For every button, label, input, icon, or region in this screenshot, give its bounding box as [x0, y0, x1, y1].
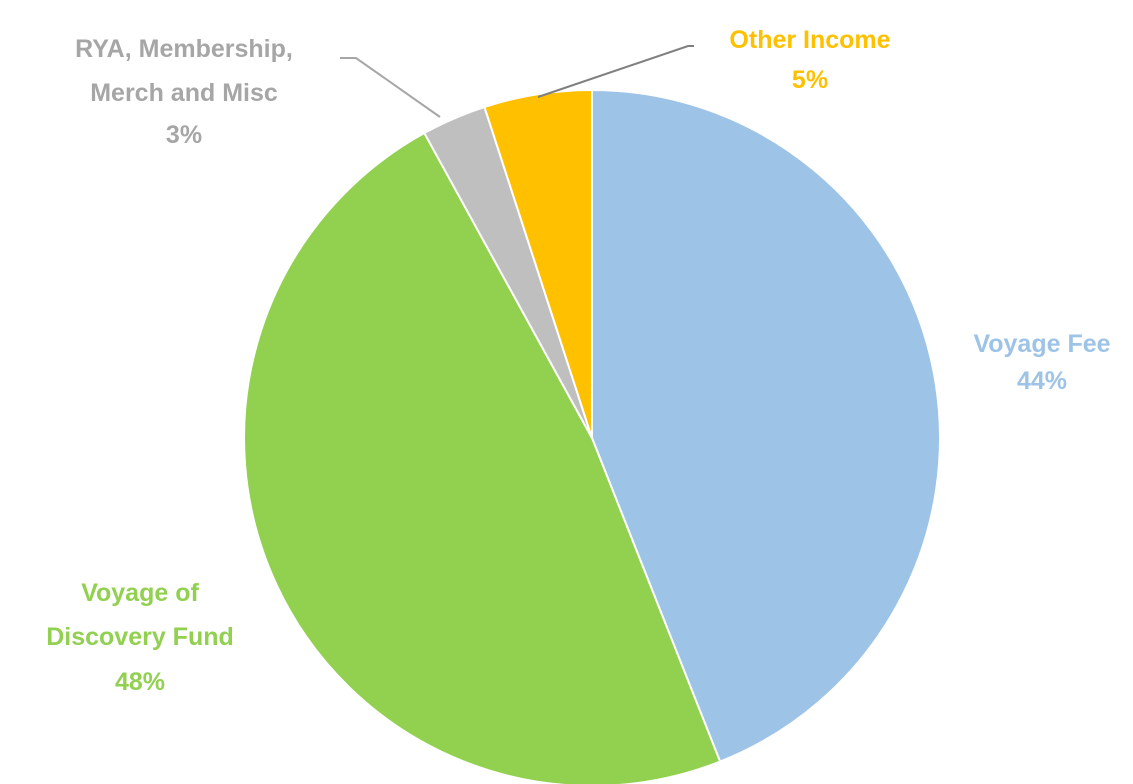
- data-label-voyage-fee: Voyage Fee 44%: [973, 330, 1110, 395]
- pie-slice-voyage-of-discovery-fund: [243, 131, 722, 784]
- leader-line-other-income: [537, 45, 694, 98]
- leader-line-rya: [340, 57, 441, 118]
- label-rya-percent: 3%: [166, 121, 202, 149]
- label-discovery-fund-line2: Discovery Fund: [46, 623, 234, 651]
- data-label-other-income: Other Income 5%: [729, 26, 890, 94]
- label-voyage-fee-percent: 44%: [1017, 367, 1067, 395]
- label-other-income-name: Other Income: [729, 26, 890, 54]
- pie-slice-voyage-fee: [591, 88, 941, 763]
- data-label-rya: RYA, Membership, Merch and Misc 3%: [75, 35, 293, 149]
- label-rya-line2: Merch and Misc: [90, 79, 278, 107]
- label-discovery-fund-percent: 48%: [115, 668, 165, 696]
- label-voyage-fee-name: Voyage Fee: [973, 330, 1110, 358]
- label-other-income-percent: 5%: [792, 66, 828, 94]
- data-label-discovery-fund: Voyage of Discovery Fund 48%: [46, 579, 234, 696]
- label-discovery-fund-line1: Voyage of: [81, 579, 199, 607]
- pie-slice-other-income: [483, 88, 593, 439]
- pie-slices: [243, 88, 941, 784]
- label-rya-line1: RYA, Membership,: [75, 35, 293, 63]
